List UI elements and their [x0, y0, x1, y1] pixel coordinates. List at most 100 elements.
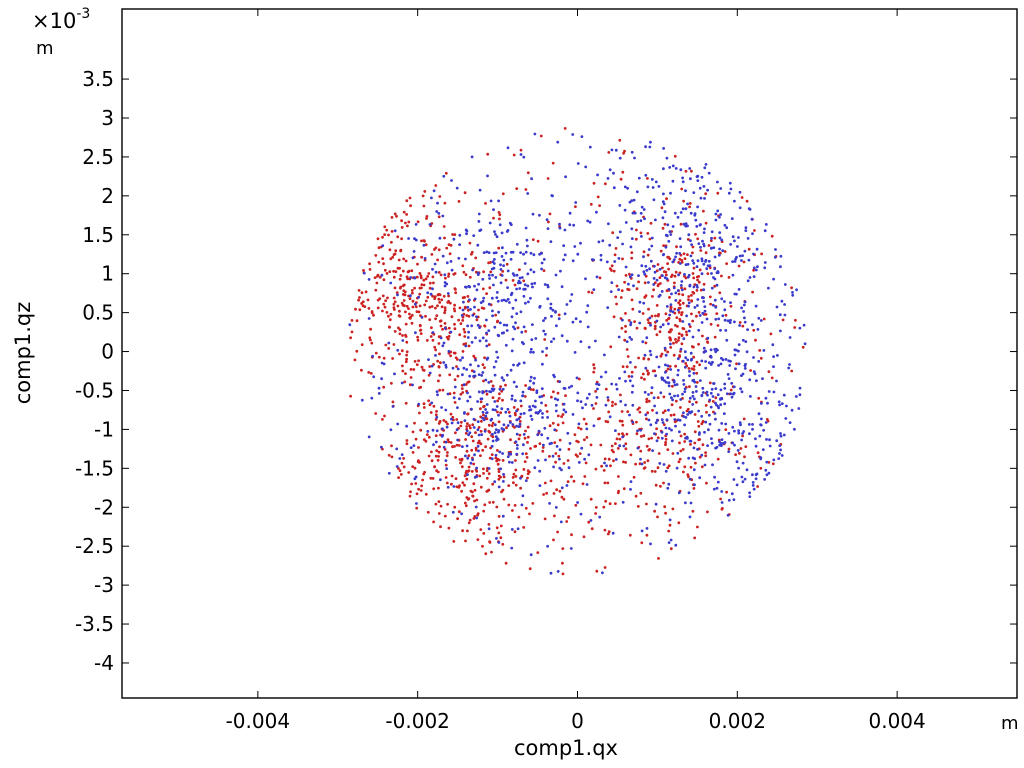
data-point	[677, 460, 681, 464]
data-point	[762, 349, 766, 352]
data-point	[690, 367, 694, 371]
data-point	[578, 452, 582, 455]
data-point	[479, 429, 483, 433]
data-point	[696, 304, 699, 307]
data-point	[417, 310, 421, 314]
data-point	[374, 254, 378, 257]
data-point	[402, 257, 406, 261]
data-point	[693, 283, 697, 286]
data-point	[464, 344, 468, 348]
data-point	[664, 380, 668, 384]
data-point	[556, 391, 560, 395]
data-point	[438, 374, 442, 377]
data-point	[562, 408, 566, 412]
data-point	[526, 244, 529, 248]
data-point	[635, 420, 638, 424]
data-point	[701, 386, 705, 390]
data-point	[707, 171, 711, 175]
data-point	[708, 264, 712, 268]
data-point	[586, 219, 590, 223]
data-point	[704, 313, 708, 316]
data-point	[790, 369, 794, 373]
data-point	[666, 376, 670, 379]
data-point	[714, 396, 718, 400]
data-point	[580, 446, 584, 450]
data-point	[787, 366, 791, 370]
data-point	[679, 168, 683, 172]
data-point	[510, 546, 514, 550]
data-point	[462, 270, 466, 274]
data-point	[426, 291, 430, 295]
data-point	[491, 384, 495, 388]
data-point	[711, 400, 715, 403]
data-point	[790, 408, 794, 412]
data-point	[798, 393, 802, 397]
y-multiplier-label: ×10-3	[32, 6, 90, 33]
data-point	[459, 392, 463, 396]
data-point	[686, 262, 690, 266]
data-point	[669, 233, 673, 236]
data-point	[700, 414, 704, 418]
data-point	[462, 300, 465, 304]
data-point	[659, 325, 663, 329]
data-point	[435, 449, 439, 452]
data-point	[514, 298, 518, 302]
data-point	[711, 303, 715, 307]
data-point	[525, 456, 529, 459]
data-point	[519, 476, 522, 480]
data-point	[469, 426, 472, 430]
data-point	[614, 295, 618, 299]
data-point	[437, 500, 441, 503]
data-point	[358, 296, 361, 299]
data-point	[617, 335, 621, 339]
data-point	[438, 445, 441, 449]
data-point	[401, 303, 405, 307]
data-point	[432, 404, 436, 408]
data-point	[477, 282, 480, 286]
data-point	[462, 383, 466, 387]
data-point	[697, 275, 700, 278]
data-point	[434, 434, 438, 437]
data-point	[608, 267, 612, 270]
data-point	[640, 529, 644, 533]
data-point	[471, 313, 475, 317]
data-point	[454, 477, 458, 480]
data-point	[502, 497, 506, 501]
data-point	[504, 251, 508, 255]
data-point	[691, 259, 695, 262]
data-point	[506, 455, 510, 458]
data-point	[696, 237, 700, 241]
data-point	[667, 427, 671, 430]
data-point	[543, 338, 547, 341]
x-tick-label: 0.002	[709, 709, 766, 733]
data-point	[630, 256, 634, 260]
data-point	[676, 418, 680, 422]
data-point	[542, 319, 545, 322]
data-point	[460, 458, 464, 462]
data-point	[497, 470, 501, 473]
data-point	[544, 404, 548, 407]
data-point	[497, 310, 500, 314]
data-point	[497, 531, 501, 535]
data-point	[542, 258, 546, 261]
data-point	[484, 408, 487, 411]
data-point	[460, 512, 463, 516]
data-point	[650, 386, 654, 390]
data-point	[698, 379, 702, 382]
data-point	[630, 375, 634, 378]
data-point	[700, 175, 704, 179]
data-point	[375, 281, 379, 285]
data-point	[453, 327, 457, 331]
data-point	[497, 420, 501, 424]
data-point	[625, 340, 629, 343]
data-point	[563, 228, 567, 232]
data-point	[737, 236, 740, 239]
data-point	[509, 223, 513, 227]
data-point	[482, 472, 485, 475]
data-point	[691, 245, 695, 249]
data-point	[392, 306, 396, 309]
data-point	[501, 459, 505, 462]
data-point	[449, 354, 452, 358]
data-point	[445, 246, 449, 250]
data-point	[630, 237, 634, 241]
